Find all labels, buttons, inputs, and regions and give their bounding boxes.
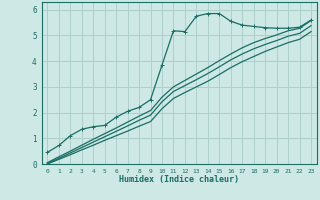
- X-axis label: Humidex (Indice chaleur): Humidex (Indice chaleur): [119, 175, 239, 184]
